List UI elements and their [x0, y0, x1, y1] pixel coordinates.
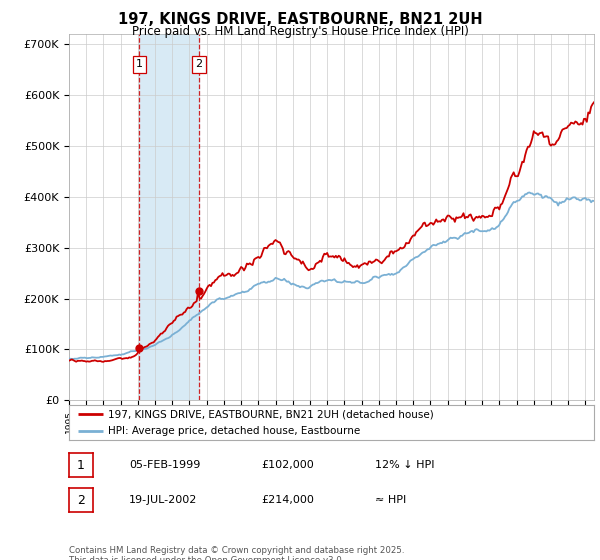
Text: Contains HM Land Registry data © Crown copyright and database right 2025.
This d: Contains HM Land Registry data © Crown c… — [69, 546, 404, 560]
Bar — [139, 34, 199, 400]
Text: 197, KINGS DRIVE, EASTBOURNE, BN21 2UH: 197, KINGS DRIVE, EASTBOURNE, BN21 2UH — [118, 12, 482, 27]
Text: 12% ↓ HPI: 12% ↓ HPI — [375, 460, 434, 470]
Text: 197, KINGS DRIVE, EASTBOURNE, BN21 2UH (detached house): 197, KINGS DRIVE, EASTBOURNE, BN21 2UH (… — [109, 409, 434, 419]
Text: HPI: Average price, detached house, Eastbourne: HPI: Average price, detached house, East… — [109, 426, 361, 436]
Text: 1: 1 — [136, 59, 143, 69]
Text: 2: 2 — [77, 494, 85, 507]
Text: Price paid vs. HM Land Registry's House Price Index (HPI): Price paid vs. HM Land Registry's House … — [131, 25, 469, 38]
Text: £102,000: £102,000 — [261, 460, 314, 470]
Text: 2: 2 — [195, 59, 202, 69]
Text: ≈ HPI: ≈ HPI — [375, 496, 406, 506]
Text: 05-FEB-1999: 05-FEB-1999 — [129, 460, 200, 470]
Text: £214,000: £214,000 — [261, 496, 314, 506]
Text: 19-JUL-2002: 19-JUL-2002 — [129, 496, 197, 506]
Text: 1: 1 — [77, 459, 85, 472]
